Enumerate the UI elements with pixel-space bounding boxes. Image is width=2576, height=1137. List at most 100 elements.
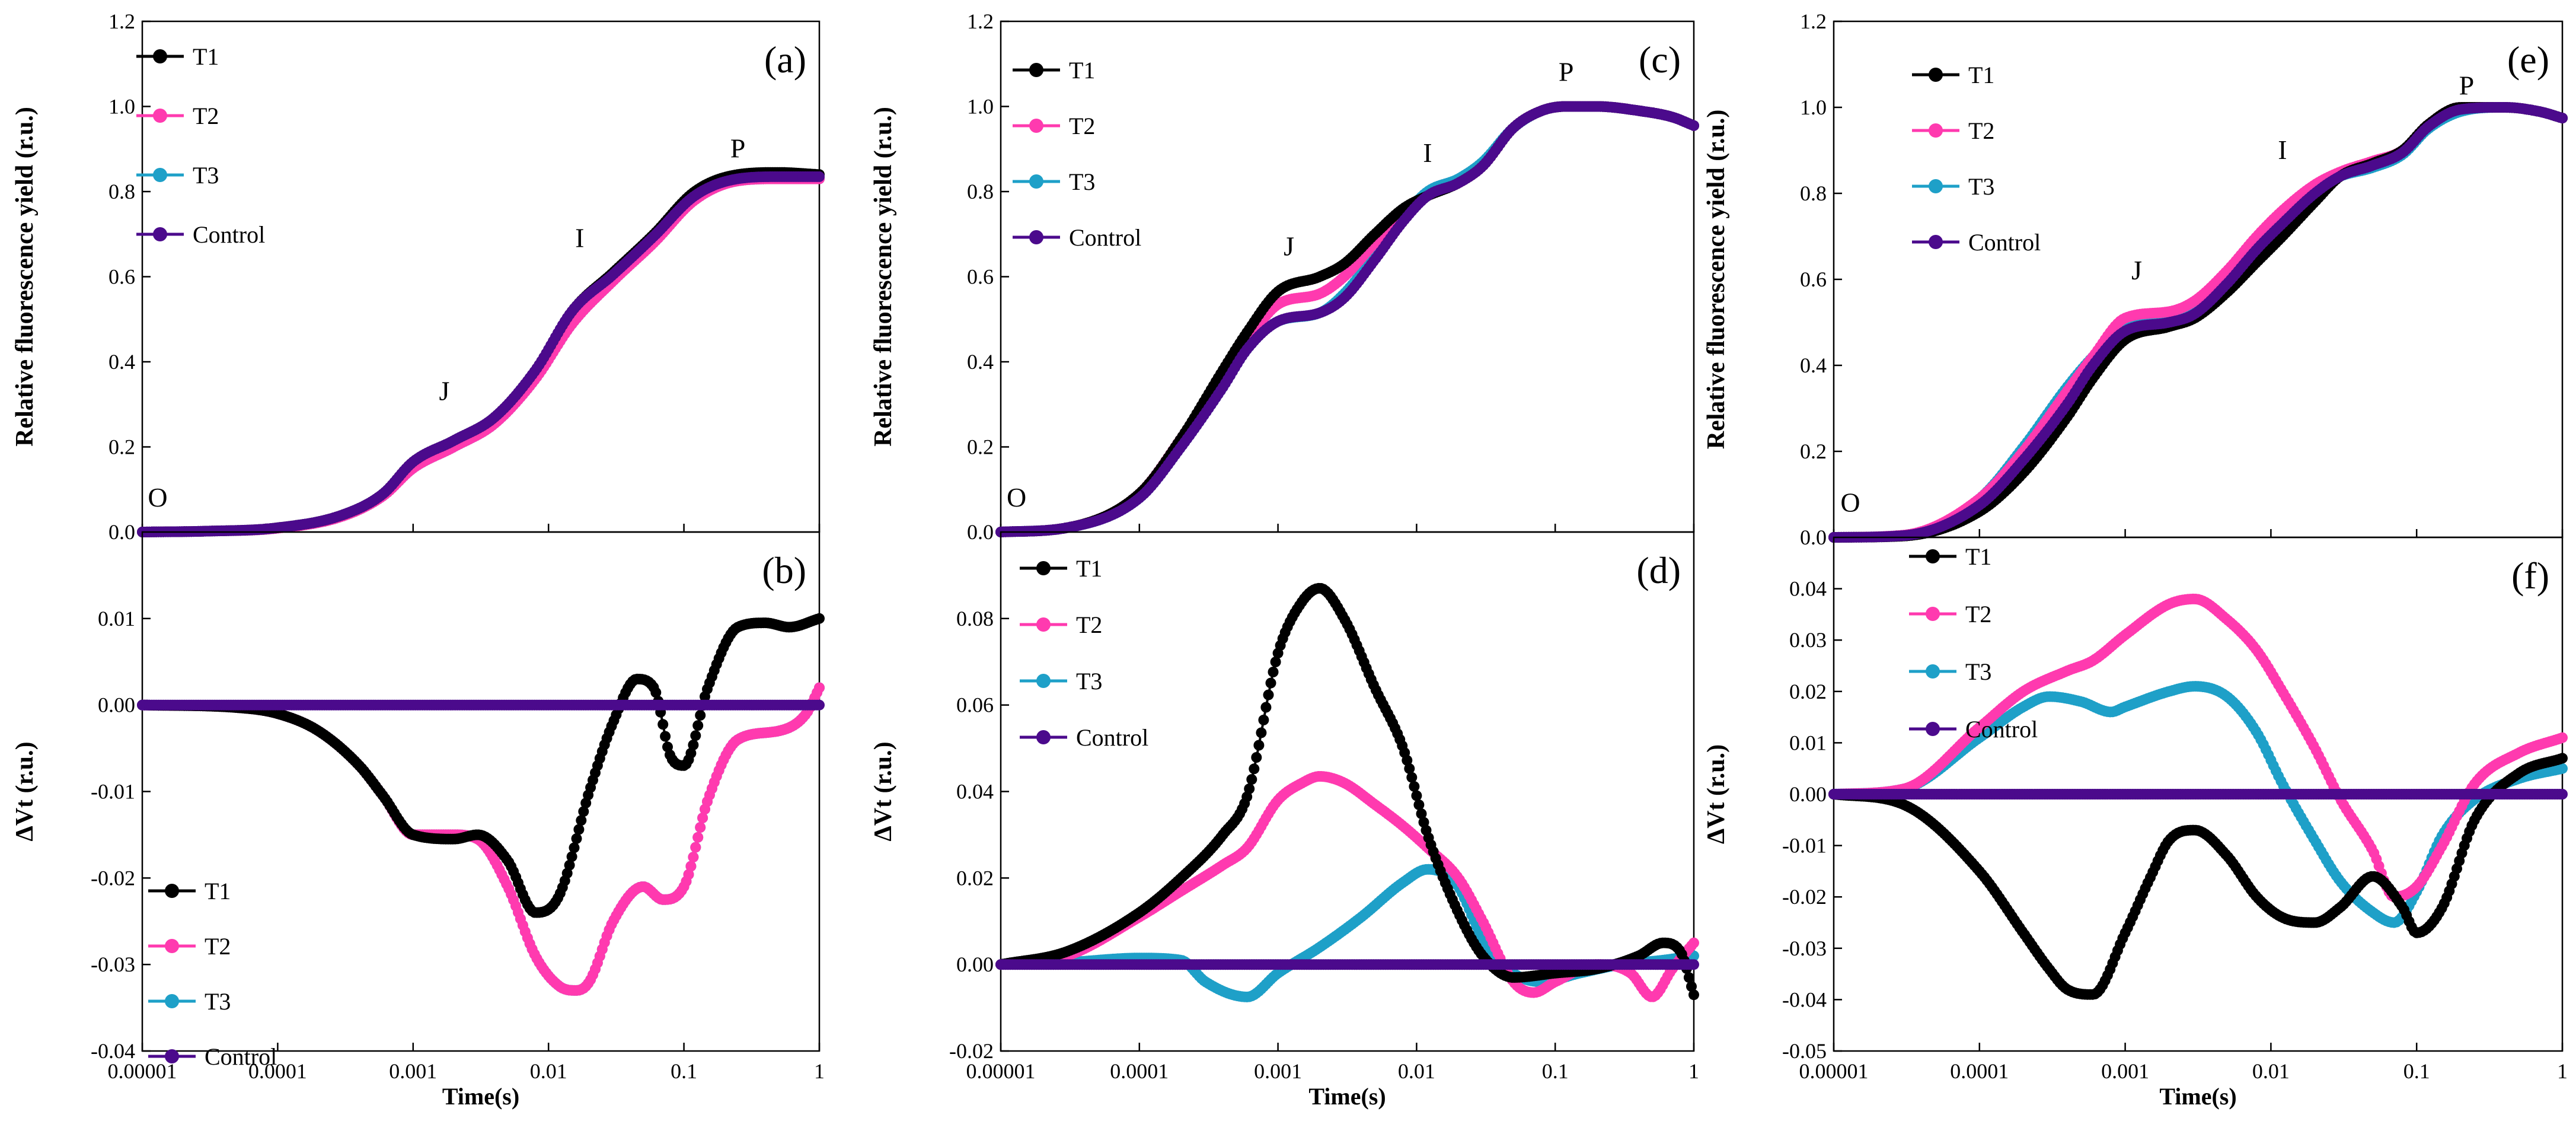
data-point (1256, 727, 1267, 738)
legend-item-t2: T2 (148, 933, 231, 960)
y-tick-label: 0.2 (1800, 439, 1827, 463)
legend-label: T2 (205, 933, 231, 960)
data-point (1688, 989, 1699, 1001)
data-point (1241, 791, 1253, 802)
series-t2 (995, 101, 1699, 537)
data-point (576, 815, 587, 826)
y-tick-label: 1.2 (967, 9, 994, 33)
data-point (1244, 783, 1255, 794)
phase-label-P: P (730, 133, 746, 164)
y-tick-label: 1.0 (108, 95, 135, 119)
x-tick-label: 0.00001 (108, 1059, 177, 1083)
legend-item-control: Control (148, 1043, 277, 1070)
data-point (573, 824, 585, 835)
data-point (695, 710, 706, 721)
y-tick-label: 0.4 (1800, 353, 1827, 377)
panel-label: (a) (764, 39, 806, 81)
y-tick-label: 0.8 (1800, 181, 1827, 205)
legend-swatch-marker (1029, 230, 1043, 244)
data-point (814, 613, 825, 624)
y-tick-label: 0.4 (108, 350, 135, 374)
x-axis-label: Time(s) (442, 1083, 519, 1110)
y-tick-label: -0.01 (91, 780, 135, 804)
y-tick-label: 0.8 (967, 180, 994, 203)
chart-panel-b: -0.04-0.03-0.02-0.010.000.010.00001 0.000… (11, 531, 825, 1110)
legend-label: T2 (193, 103, 219, 129)
series-line (1834, 106, 2563, 539)
legend-label: Control (1069, 224, 1141, 251)
legend-label: T3 (1076, 668, 1102, 695)
y-axis-label: Relative fluorescence yield (r.u.) (11, 107, 39, 447)
panel-label: (c) (1639, 39, 1681, 81)
y-tick-label: 0.0 (1800, 525, 1827, 549)
y-tick-label: 0.08 (956, 607, 994, 630)
y-axis-label: Relative fluorescence yield (r.u.) (1703, 110, 1730, 450)
panel-label: (d) (1636, 549, 1681, 591)
y-tick-label: -0.04 (91, 1039, 135, 1063)
legend-swatch-marker (153, 227, 167, 241)
data-point (1686, 981, 1697, 992)
x-tick-label: 0.01 (530, 1059, 567, 1083)
phase-label-P: P (2459, 70, 2475, 100)
legend-item-t1: T1 (1013, 57, 1095, 84)
series-line (1000, 105, 1694, 533)
data-point (1402, 754, 1413, 766)
series-t1 (995, 101, 1699, 537)
data-point (1416, 808, 1427, 819)
y-tick-label: -0.02 (949, 1039, 994, 1063)
data-point (692, 832, 704, 843)
legend-label: T2 (1069, 113, 1095, 139)
data-point (814, 171, 825, 182)
data-point (1246, 774, 1257, 785)
legend-item-t1: T1 (148, 878, 231, 904)
legend-swatch-marker (1029, 119, 1043, 133)
data-point (688, 740, 699, 750)
data-point (657, 719, 669, 730)
x-tick-label: 0.01 (1398, 1059, 1435, 1083)
phase-label-J: J (1284, 231, 1294, 262)
legend-label: Control (193, 221, 265, 248)
data-point (685, 861, 697, 872)
legend-swatch-marker (153, 49, 167, 63)
data-point (571, 833, 582, 844)
y-tick-label: -0.03 (91, 953, 135, 976)
y-tick-label: 0.8 (108, 180, 135, 203)
legend-swatch-marker (153, 109, 167, 123)
legend-swatch-marker (1029, 63, 1043, 77)
x-tick-label: 0.001 (1254, 1059, 1302, 1083)
x-tick-label: 1 (1688, 1059, 1699, 1083)
x-axis-label: Time(s) (1308, 1083, 1386, 1110)
data-point (1688, 937, 1699, 948)
data-point (1270, 657, 1281, 667)
data-point (1404, 763, 1415, 774)
series-control (995, 959, 1699, 970)
panel-label: (b) (762, 549, 806, 591)
legend-label: T2 (1076, 612, 1102, 638)
x-tick-label: 0.00001 (966, 1059, 1036, 1083)
y-tick-label: 1.2 (1800, 9, 1827, 33)
legend-item-t3: T3 (136, 162, 219, 189)
y-tick-label: 0.02 (956, 866, 994, 890)
legend-label: T3 (205, 988, 231, 1015)
data-point (1265, 677, 1276, 689)
data-point (569, 842, 580, 853)
data-point (690, 842, 701, 853)
data-point (690, 730, 701, 741)
legend-label: T3 (1069, 168, 1095, 195)
y-tick-label: 0.0 (108, 520, 135, 544)
phase-label-J: J (2131, 255, 2142, 285)
legend-item-t3: T3 (1013, 168, 1095, 195)
legend-swatch-marker (1036, 617, 1051, 632)
y-tick-label: 0.2 (967, 435, 994, 459)
y-axis-label: ΔVt (r.u.) (11, 741, 39, 841)
legend-label: T1 (193, 43, 219, 70)
phase-label-I: I (1423, 138, 1432, 168)
phase-label-P: P (1559, 56, 1574, 87)
x-tick-label: 0.1 (1542, 1059, 1569, 1083)
data-point (814, 682, 825, 693)
legend: T1 T2 T3 Control (1013, 57, 1141, 251)
y-tick-label: 0.06 (956, 693, 994, 717)
